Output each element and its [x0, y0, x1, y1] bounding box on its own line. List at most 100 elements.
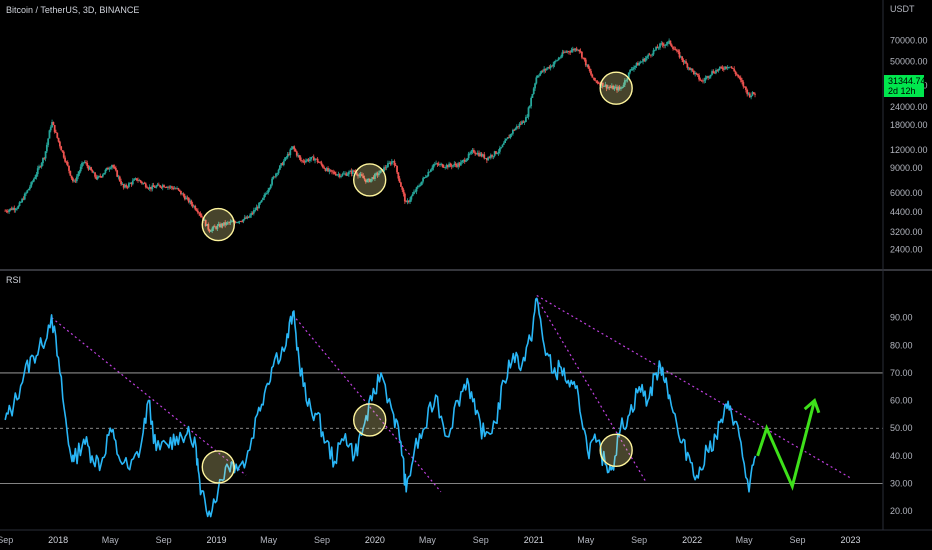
price-candle	[212, 225, 215, 231]
price-candle	[223, 222, 225, 227]
price-candle	[480, 151, 483, 158]
price-candle	[262, 197, 264, 201]
price-candle	[547, 66, 549, 70]
price-candle	[703, 77, 706, 84]
price-candle	[698, 73, 700, 82]
price-candle	[553, 60, 556, 68]
price-candle	[321, 164, 324, 169]
time-tick-label: May	[102, 535, 120, 545]
price-candle	[608, 85, 611, 91]
price-candle	[135, 178, 138, 182]
price-candle	[423, 177, 426, 179]
rsi-highlight-circle	[599, 433, 633, 468]
time-axis: Sep 2018 May Sep 2019 May Sep 2020 May Sep 2021 May…	[0, 535, 861, 545]
price-tick-label: 24000.00	[890, 102, 928, 112]
price-candle	[56, 132, 59, 139]
price-candle	[720, 65, 723, 69]
price-candle	[341, 172, 344, 177]
price-candle	[337, 171, 340, 178]
price-candle	[260, 199, 263, 203]
time-tick-label: May	[577, 535, 595, 545]
price-candle	[410, 195, 413, 202]
price-candle	[294, 148, 297, 152]
price-candle	[385, 165, 388, 171]
price-candle	[692, 70, 695, 75]
price-candle	[36, 165, 39, 177]
price-candle	[370, 178, 372, 183]
price-candle	[403, 192, 406, 204]
price-highlight-circle	[353, 163, 387, 197]
price-candle	[273, 176, 276, 178]
price-candle	[254, 207, 257, 213]
price-candle	[107, 166, 109, 170]
rsi-reference-lines	[0, 372, 883, 484]
price-candle	[724, 66, 726, 71]
price-candle	[62, 150, 65, 159]
price-candle	[504, 137, 506, 144]
price-candle	[522, 120, 525, 123]
rsi-highlight-circle	[201, 450, 235, 484]
price-candle	[620, 86, 622, 91]
price-candle	[189, 198, 191, 205]
price-candle	[243, 214, 246, 221]
price-candle	[663, 42, 665, 49]
price-candle	[45, 142, 48, 154]
price-candle	[424, 174, 427, 179]
price-candle	[541, 69, 544, 73]
price-candle	[103, 172, 106, 175]
price-candle	[679, 55, 682, 59]
price-highlight-circle	[201, 207, 235, 242]
price-candle	[666, 41, 669, 47]
price-candle	[238, 220, 241, 225]
price-candle	[696, 73, 699, 77]
price-candle	[488, 156, 491, 159]
price-candle	[588, 66, 591, 73]
price-candle	[466, 157, 469, 162]
price-candle	[105, 167, 108, 171]
price-candle	[19, 201, 22, 203]
price-candle	[689, 67, 691, 71]
price-candle	[340, 175, 342, 179]
price-candle	[160, 186, 163, 189]
price-candle	[528, 104, 531, 109]
price-candle	[167, 185, 169, 191]
price-candle	[601, 82, 604, 89]
price-candle	[579, 48, 582, 54]
time-tick-label: Sep	[790, 535, 806, 545]
rsi-tick-label: 60.00	[890, 396, 913, 406]
price-candle	[263, 192, 266, 201]
price-candle	[509, 133, 512, 140]
price-candle	[644, 55, 647, 63]
price-candle	[368, 178, 371, 183]
price-candle	[463, 157, 466, 164]
price-candle	[364, 179, 367, 184]
price-candle	[307, 157, 310, 163]
price-candle	[38, 164, 40, 170]
price-candle	[617, 85, 620, 92]
rsi-tick-label: 50.00	[890, 423, 913, 433]
price-candle	[165, 186, 168, 189]
rsi-trendline	[536, 295, 851, 479]
price-candle	[34, 174, 37, 180]
price-candle	[176, 186, 178, 190]
price-candle	[388, 160, 391, 164]
price-candle	[206, 223, 208, 227]
rsi-pane-label: RSI	[6, 275, 21, 285]
price-candle	[264, 192, 267, 197]
price-candle	[439, 162, 441, 168]
price-candle	[81, 161, 83, 170]
price-candle	[649, 54, 652, 58]
price-candle	[293, 145, 296, 152]
price-candle	[68, 165, 70, 174]
price-candle	[458, 162, 461, 168]
price-candle	[83, 160, 86, 164]
price-candle	[259, 201, 262, 205]
price-candle	[557, 56, 560, 61]
price-candle	[272, 175, 275, 180]
price-candle	[79, 164, 82, 173]
price-candle	[151, 183, 154, 192]
price-candle	[17, 205, 20, 209]
price-candle	[677, 49, 680, 55]
price-candle	[345, 171, 348, 177]
